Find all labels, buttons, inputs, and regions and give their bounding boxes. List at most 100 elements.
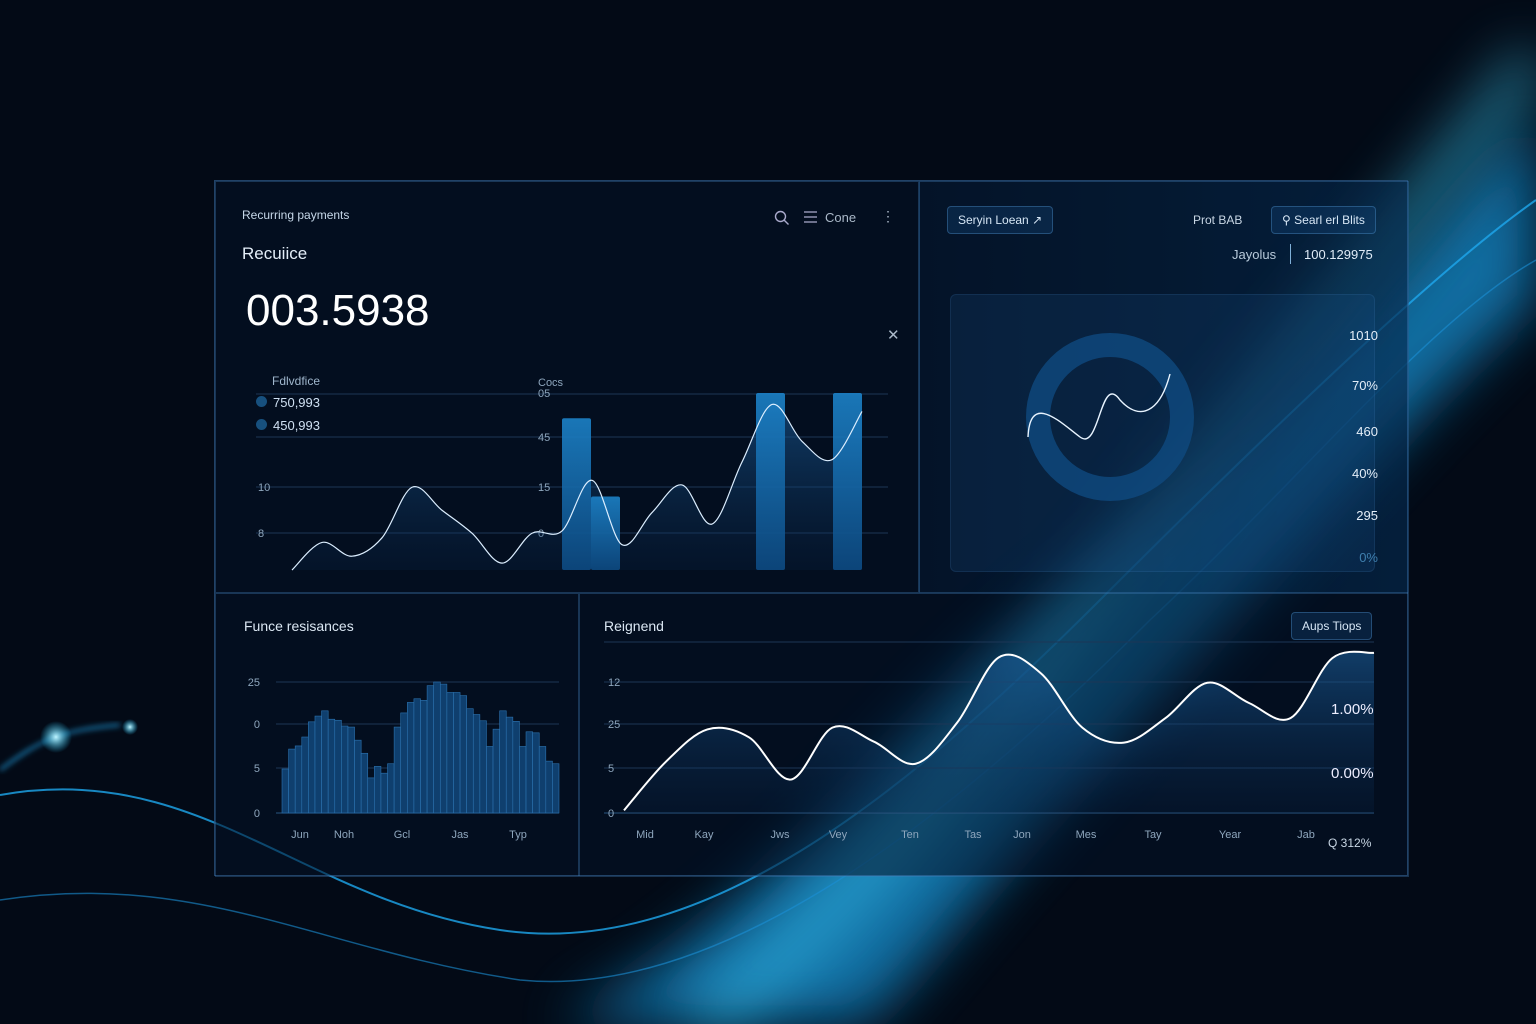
legend-dot: [256, 419, 267, 430]
search-icon[interactable]: [774, 210, 790, 226]
bar: [413, 698, 421, 814]
x-tick-label: Jun: [291, 829, 309, 841]
filter-label[interactable]: Cone: [825, 210, 857, 225]
y-tick-label: 5: [608, 763, 614, 775]
axis-label: 1010: [1349, 328, 1378, 343]
bar: [314, 715, 322, 814]
y-tick-label: 25: [608, 719, 620, 731]
bar: [367, 777, 375, 814]
y-tick-label: 0: [608, 808, 614, 820]
bar: [281, 768, 289, 814]
resisances-panel: Funce resisances 25 0 5 0 Jun Noh Gcl Jas Typ: [215, 593, 579, 877]
search-icon: ⚲: [1282, 213, 1291, 227]
x-tick-label: Typ: [509, 829, 527, 841]
y-tick-label: 0: [254, 808, 260, 820]
bar: [407, 702, 415, 814]
bar: [756, 393, 785, 570]
bar: [294, 745, 303, 814]
menu-icon[interactable]: [804, 211, 817, 223]
stat-value: 100.129975: [1304, 247, 1373, 262]
bar: [562, 418, 591, 570]
legend-item: 750,993: [256, 395, 320, 410]
y-tick-label: 0: [254, 719, 260, 731]
loan-panel: Seryin Loean ↗ Prot BAB ⚲ Searl erl Blit…: [919, 181, 1409, 593]
x-tick-label: Jon: [1013, 829, 1031, 841]
x-tick-label: Tas: [964, 829, 982, 841]
bar: [833, 393, 862, 570]
legend-item: 450,993: [256, 418, 320, 433]
axis-label: 0%: [1359, 550, 1378, 565]
bar: [505, 716, 514, 814]
panel-subtitle: Recurring payments: [242, 208, 350, 222]
ring-gauge: [1026, 333, 1194, 501]
legend-title: Fdlvdfice: [272, 374, 321, 388]
divider: [1290, 244, 1291, 264]
x-tick-label: Mid: [636, 829, 654, 841]
recurring-payments-panel: Recurring payments Recuiice 003.5938 Con…: [215, 181, 919, 593]
x-tick-label: Tay: [1144, 829, 1162, 841]
y-tick-label: 12: [608, 677, 620, 689]
bar: [519, 746, 527, 814]
close-icon[interactable]: ✕: [887, 327, 900, 344]
search-button[interactable]: ⚲ Searl erl Blits: [1271, 206, 1376, 234]
bar: [466, 708, 474, 814]
bar: [380, 772, 388, 814]
x-tick-label: Mes: [1076, 829, 1097, 841]
series-line: [291, 403, 863, 571]
bar: [321, 710, 329, 814]
bar: [499, 710, 507, 814]
bar: [400, 712, 408, 814]
bar-chart: 25 0 5 0 Jun Noh Gcl Jas Typ: [248, 677, 560, 841]
stat-label: Jayolus: [1232, 247, 1277, 262]
panel-title: Funce resisances: [244, 618, 354, 634]
y-tick-label: 5: [254, 763, 260, 775]
bar: [354, 739, 362, 814]
bar: [387, 763, 395, 814]
axis-label: 40%: [1351, 466, 1378, 481]
bar: [347, 726, 355, 814]
bar: [301, 736, 309, 814]
bar: [374, 766, 382, 814]
y-tick-label: 10: [258, 482, 270, 494]
bar: [426, 685, 434, 814]
bar: [288, 748, 296, 814]
axis-label: 460: [1356, 424, 1378, 439]
arrow-up-right-icon: ↗: [1032, 213, 1043, 227]
big-value: 003.5938: [246, 286, 430, 335]
x-tick-label: Vey: [829, 829, 848, 841]
bar: [360, 752, 369, 814]
y2-tick-label: Cocs: [538, 377, 564, 389]
x-tick-label: Jab: [1297, 829, 1315, 841]
gauge-card: [950, 294, 1375, 572]
bar: [538, 746, 547, 814]
x-tick-label: Jas: [451, 829, 469, 841]
bar: [327, 718, 336, 814]
bar: [479, 720, 487, 814]
bar: [492, 728, 500, 814]
dashboard: Recurring payments Recuiice 003.5938 Con…: [214, 180, 1409, 877]
axis-label: 295: [1356, 508, 1378, 523]
options-button[interactable]: Aups Tiops: [1291, 612, 1373, 640]
y2-tick-label: 05: [538, 388, 550, 400]
bar: [532, 732, 540, 814]
loan-button[interactable]: Seryin Loean ↗: [947, 206, 1054, 234]
y-tick-label: 25: [248, 677, 260, 689]
bar: [512, 721, 520, 814]
x-tick-label: Kay: [695, 829, 714, 841]
more-vertical-icon[interactable]: ⋮: [881, 208, 895, 224]
bar: [439, 683, 448, 814]
bar: [334, 719, 342, 814]
panel-title: Reignend: [604, 618, 664, 634]
bar: [486, 746, 494, 814]
y2-tick-label: 15: [538, 482, 550, 494]
bar: [591, 496, 620, 570]
area-fill: [624, 651, 1374, 813]
right-label: 0.00%: [1331, 765, 1374, 782]
combo-chart: 108Cocs0545150: [256, 377, 888, 571]
y2-tick-label: 45: [538, 432, 550, 444]
panel-title: Recuiice: [242, 244, 308, 263]
bar: [459, 695, 467, 814]
x-tick-label: Noh: [334, 829, 354, 841]
bar: [420, 700, 428, 814]
bar: [545, 760, 553, 814]
